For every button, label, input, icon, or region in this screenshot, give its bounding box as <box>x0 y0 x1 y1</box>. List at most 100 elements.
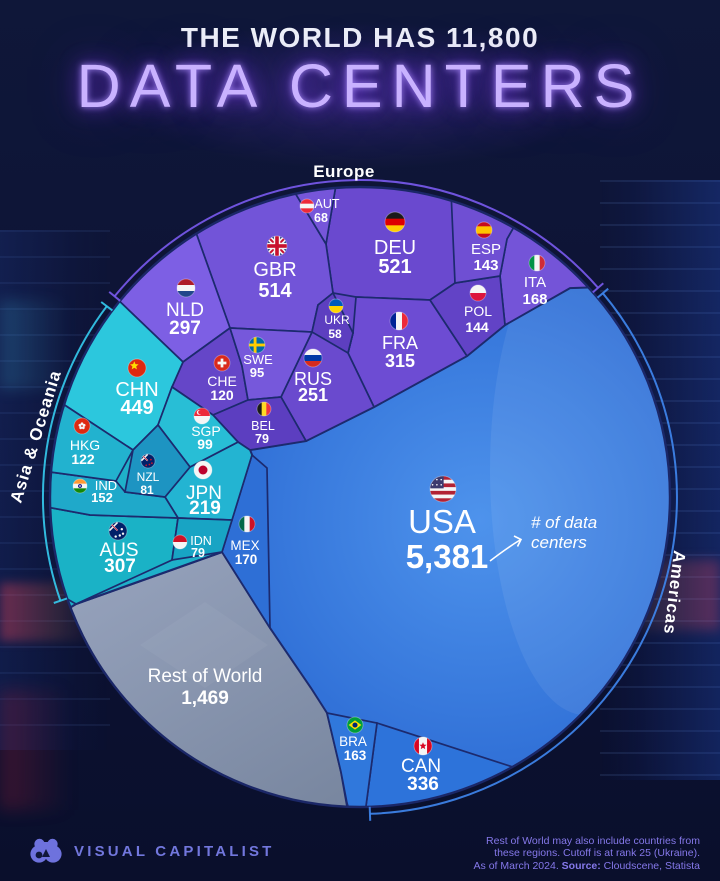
label-aut-value: 68 <box>314 211 328 225</box>
label-hkg-value: 122 <box>71 451 95 467</box>
label-pol-value: 144 <box>465 319 489 335</box>
label-mex-code: MEX <box>230 538 259 553</box>
flag-nld-icon <box>176 278 196 298</box>
label-chn-value: 449 <box>120 397 153 419</box>
circle-outline <box>48 185 672 809</box>
label-ita-value: 168 <box>522 291 547 308</box>
annotation-arrow <box>489 539 521 562</box>
label-can-code: CAN <box>401 756 441 777</box>
label-sgp-value: 99 <box>197 436 213 452</box>
label-rus-value: 251 <box>298 385 328 405</box>
flag-bra-icon <box>346 716 364 734</box>
cell-nzl <box>123 423 192 498</box>
flag-can-icon <box>413 736 433 756</box>
flag-ukr-icon <box>328 298 344 314</box>
label-swe-value: 95 <box>250 365 264 380</box>
note-line2: these regions. Cutoff is at rank 25 (Ukr… <box>494 847 700 859</box>
region-label-americas: Americas <box>660 550 689 636</box>
label-rest-of-world: Rest of World <box>148 666 263 687</box>
arc-europe <box>113 179 599 297</box>
flag-swe-icon <box>248 336 266 354</box>
flag-rus-icon <box>303 348 323 368</box>
label-bra-code: BRA <box>339 734 367 749</box>
label-ukr-value: 58 <box>328 327 342 341</box>
label-aus-value: 307 <box>104 556 136 577</box>
label-esp-value: 143 <box>473 257 498 274</box>
label-gbr-value: 514 <box>258 280 292 302</box>
arc-europe-tick <box>108 291 121 302</box>
flag-ind-icon <box>72 478 88 494</box>
label-can-value: 336 <box>407 774 439 795</box>
flag-pol-icon <box>469 284 487 302</box>
label-che-code: CHE <box>207 373 237 389</box>
label-aus-code: AUS <box>99 540 138 561</box>
cell-ind <box>50 471 180 519</box>
page-title-neon: DATA CENTERS <box>76 52 644 120</box>
flag-nzl-icon <box>140 453 156 469</box>
flag-idn-icon <box>172 534 188 550</box>
label-che-value: 120 <box>210 387 234 403</box>
label-bel-code: BEL <box>251 419 275 433</box>
flag-usa-icon <box>429 475 457 503</box>
arc-asia-oceania-tick <box>53 597 68 604</box>
brand-footer: VISUAL CAPITALIST <box>28 834 275 868</box>
label-idn-value: 79 <box>191 546 205 560</box>
cell-ukr <box>311 291 354 355</box>
annotation-line2: centers <box>531 533 587 552</box>
label-esp-code: ESP <box>471 241 501 258</box>
flag-che-icon <box>213 354 231 372</box>
arc-americas <box>369 292 678 815</box>
label-usa-code: USA <box>408 503 476 540</box>
annotation-arrowhead <box>513 535 523 547</box>
arc-americas-tick <box>596 287 609 299</box>
flag-deu-icon <box>384 211 406 233</box>
flag-aut-icon <box>299 198 315 214</box>
label-mex-value: 170 <box>235 552 258 567</box>
arc-europe-tick <box>592 282 604 294</box>
source-note: Rest of World may also include countries… <box>474 835 700 873</box>
visual-capitalist-logo-icon <box>30 838 62 863</box>
label-swe-code: SWE <box>243 352 273 367</box>
flag-bel-icon <box>256 401 272 417</box>
flag-mex-icon <box>238 515 256 533</box>
cell-idn <box>170 517 234 562</box>
flag-chn-icon <box>127 358 147 378</box>
brand-name: VISUAL CAPITALIST <box>74 842 275 860</box>
label-ind-code: IND <box>95 478 117 493</box>
label-pol-code: POL <box>464 303 492 319</box>
label-sgp-code: SGP <box>191 423 221 439</box>
source-names: Cloudscene, Statista <box>600 859 700 872</box>
flag-sgp-icon <box>193 407 211 425</box>
region-label-europe: Europe <box>313 162 375 181</box>
flag-fra-icon <box>389 311 409 331</box>
arc-asia-oceania <box>41 305 108 602</box>
label-hkg-code: HKG <box>70 437 100 453</box>
arc-americas-tick <box>368 806 372 821</box>
label-nzl-value: 81 <box>140 483 154 497</box>
label-fra-code: FRA <box>382 333 418 353</box>
label-deu-code: DEU <box>374 237 416 259</box>
flag-ita-icon <box>528 254 546 272</box>
note-line1: Rest of World may also include countries… <box>486 834 700 847</box>
label-idn-code: IDN <box>190 534 212 548</box>
flag-gbr-icon <box>266 235 288 257</box>
note-line3: As of March 2024. <box>473 859 562 872</box>
label-aut-code: AUT <box>315 197 340 211</box>
label-deu-value: 521 <box>378 256 411 278</box>
label-ukr-code: UKR <box>324 313 350 327</box>
flag-esp-icon <box>475 221 493 239</box>
gray-texture <box>140 602 268 688</box>
label-jpn-code: JPN <box>186 483 222 504</box>
label-bra-value: 163 <box>344 748 367 763</box>
annotation-line1: # of data <box>531 513 597 532</box>
label-nld-code: NLD <box>166 300 204 321</box>
label-fra-value: 315 <box>385 351 415 371</box>
label-usa-value: 5,381 <box>406 538 489 575</box>
label-gbr-code: GBR <box>253 259 296 281</box>
flag-hkg-icon <box>73 417 91 435</box>
label-nzl-code: NZL <box>137 470 160 484</box>
label-nld-value: 297 <box>169 318 201 339</box>
label-bel-value: 79 <box>255 432 269 446</box>
